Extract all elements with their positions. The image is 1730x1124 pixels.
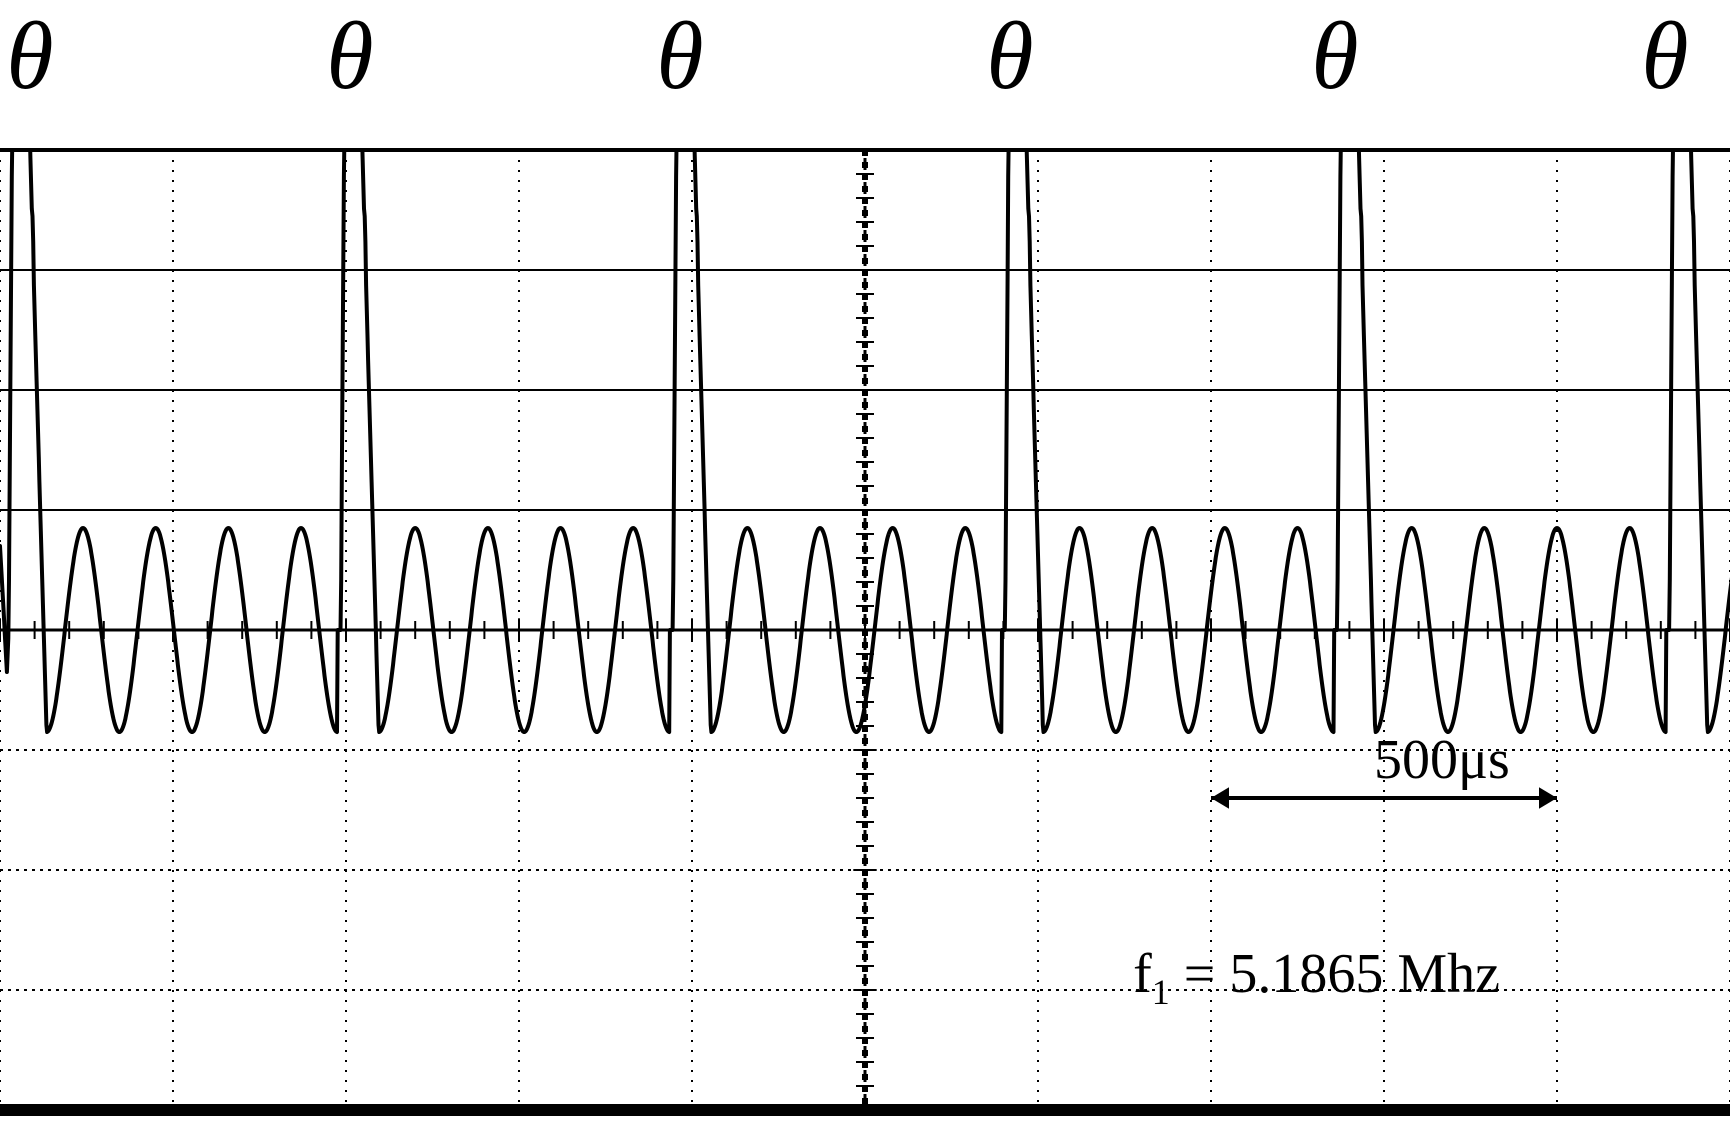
theta-marker: θ <box>1641 0 1688 111</box>
oscilloscope-screen: 500μs f1 = 5.1865 Mhz <box>0 120 1730 1124</box>
freq-equals: = <box>1170 943 1230 1005</box>
oscilloscope-figure: θ θ θ θ θ θ 500μs f1 = 5.1865 Mhz <box>0 0 1730 1124</box>
frequency-annotation: f1 = 5.1865 Mhz <box>1133 942 1500 1013</box>
theta-marker-row: θθθθθθ <box>0 0 1730 120</box>
timebase-scale-label: 500μs <box>1374 728 1510 792</box>
theta-marker: θ <box>6 0 53 111</box>
freq-symbol: f <box>1133 943 1152 1005</box>
theta-marker: θ <box>656 0 703 111</box>
freq-subscript: 1 <box>1152 972 1170 1012</box>
theta-marker: θ <box>326 0 373 111</box>
theta-marker: θ <box>1311 0 1358 111</box>
freq-value: 5.1865 <box>1229 943 1383 1005</box>
theta-marker: θ <box>986 0 1033 111</box>
freq-unit: Mhz <box>1397 943 1500 1005</box>
